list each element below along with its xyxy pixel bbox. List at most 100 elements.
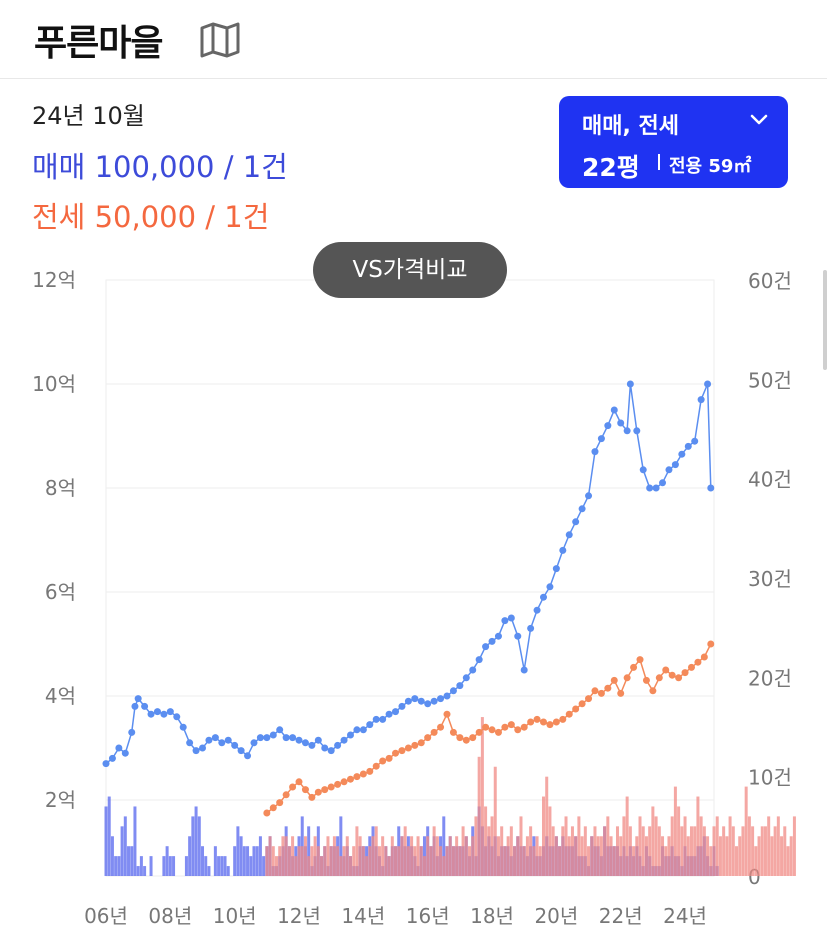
volume-bar — [377, 846, 381, 876]
volume-bar — [712, 826, 716, 876]
data-point — [482, 723, 490, 731]
data-point — [443, 692, 451, 700]
data-point — [655, 674, 663, 682]
data-point — [501, 617, 509, 625]
data-point — [527, 624, 535, 632]
data-point — [507, 721, 515, 729]
data-point — [639, 466, 647, 474]
volume-bar — [197, 816, 201, 876]
volume-bar — [702, 826, 706, 876]
volume-bar — [114, 856, 118, 876]
data-point — [430, 697, 438, 705]
volume-bar — [480, 717, 484, 876]
data-point — [488, 726, 496, 734]
volume-bar — [422, 836, 426, 876]
data-point — [308, 793, 316, 801]
volume-bar — [242, 846, 246, 876]
data-point — [546, 721, 554, 729]
volume-bar — [310, 846, 314, 876]
volume-bar — [545, 776, 549, 876]
data-point — [559, 546, 567, 554]
volume-bar — [358, 836, 362, 876]
volume-bar — [143, 866, 147, 876]
volume-bar — [339, 816, 343, 876]
data-point — [411, 741, 419, 749]
volume-bar — [326, 836, 330, 876]
volume-bar — [342, 846, 346, 876]
data-point — [501, 723, 509, 731]
data-point — [610, 676, 618, 684]
data-point — [462, 736, 470, 744]
data-point — [179, 723, 187, 731]
data-point — [173, 713, 181, 721]
volume-bar — [194, 806, 198, 876]
volume-bar — [439, 846, 443, 876]
volume-bar — [410, 836, 414, 876]
volume-bar — [217, 856, 221, 876]
volume-bar — [464, 836, 468, 876]
volume-bar — [213, 846, 217, 876]
volume-bar — [455, 836, 459, 876]
data-point — [540, 718, 548, 726]
x-tick-label: 14년 — [341, 904, 385, 928]
x-tick-label: 08년 — [148, 904, 192, 928]
data-point — [649, 687, 657, 695]
volume-bar — [284, 836, 288, 876]
volume-bar — [168, 856, 172, 876]
data-point — [417, 697, 425, 705]
complex-title: 푸른마을 — [34, 23, 163, 64]
data-point — [633, 427, 641, 435]
volume-bar — [329, 846, 333, 876]
volume-bar — [770, 836, 774, 876]
data-point — [565, 710, 573, 718]
y-right-tick-label: 60건 — [748, 269, 792, 293]
volume-bar — [236, 826, 240, 876]
y-left-tick-label: 12억 — [32, 268, 76, 292]
vs-compare-button[interactable]: VS가격비교 — [313, 242, 507, 298]
map-icon[interactable] — [198, 22, 242, 58]
volume-bar — [648, 826, 652, 876]
volume-bar — [204, 856, 208, 876]
volume-bar — [677, 806, 681, 876]
volume-bar — [500, 826, 504, 876]
data-point — [359, 770, 367, 778]
data-point — [237, 747, 245, 755]
data-point — [353, 773, 361, 781]
scrollbar[interactable] — [823, 270, 827, 370]
volume-bar — [110, 836, 114, 876]
volume-bar — [561, 826, 565, 876]
data-point — [585, 695, 593, 703]
data-point — [591, 448, 599, 456]
volume-bar — [220, 856, 224, 876]
data-point — [282, 791, 290, 799]
volume-bar — [693, 826, 697, 876]
y-left-tick-label: 10억 — [32, 372, 76, 396]
volume-bar — [246, 846, 250, 876]
volume-bar — [249, 856, 253, 876]
data-point — [678, 450, 686, 458]
volume-bar — [484, 806, 488, 876]
deal-filter-button[interactable]: 매매, 전세 22평 전용 59㎡ — [559, 96, 788, 188]
data-point — [314, 788, 322, 796]
volume-bar — [686, 836, 690, 876]
filter-area: 전용 59㎡ — [669, 156, 752, 177]
volume-bar — [709, 846, 713, 876]
data-point — [623, 674, 631, 682]
data-point — [269, 804, 277, 812]
volume-bar — [638, 816, 642, 876]
data-point — [366, 767, 374, 775]
volume-bar — [583, 826, 587, 876]
volume-bar — [416, 836, 420, 876]
volume-bar — [532, 846, 536, 876]
volume-bar — [233, 846, 237, 876]
data-point — [269, 731, 277, 739]
data-point — [211, 734, 219, 742]
volume-bar — [574, 836, 578, 876]
jeonse-price-summary: 전세 50,000 / 1건 — [32, 200, 270, 234]
volume-bar — [644, 836, 648, 876]
volume-bar — [123, 816, 127, 876]
volume-bar — [226, 866, 230, 876]
volume-bar — [696, 796, 700, 876]
header: 푸른마을 — [0, 0, 827, 79]
